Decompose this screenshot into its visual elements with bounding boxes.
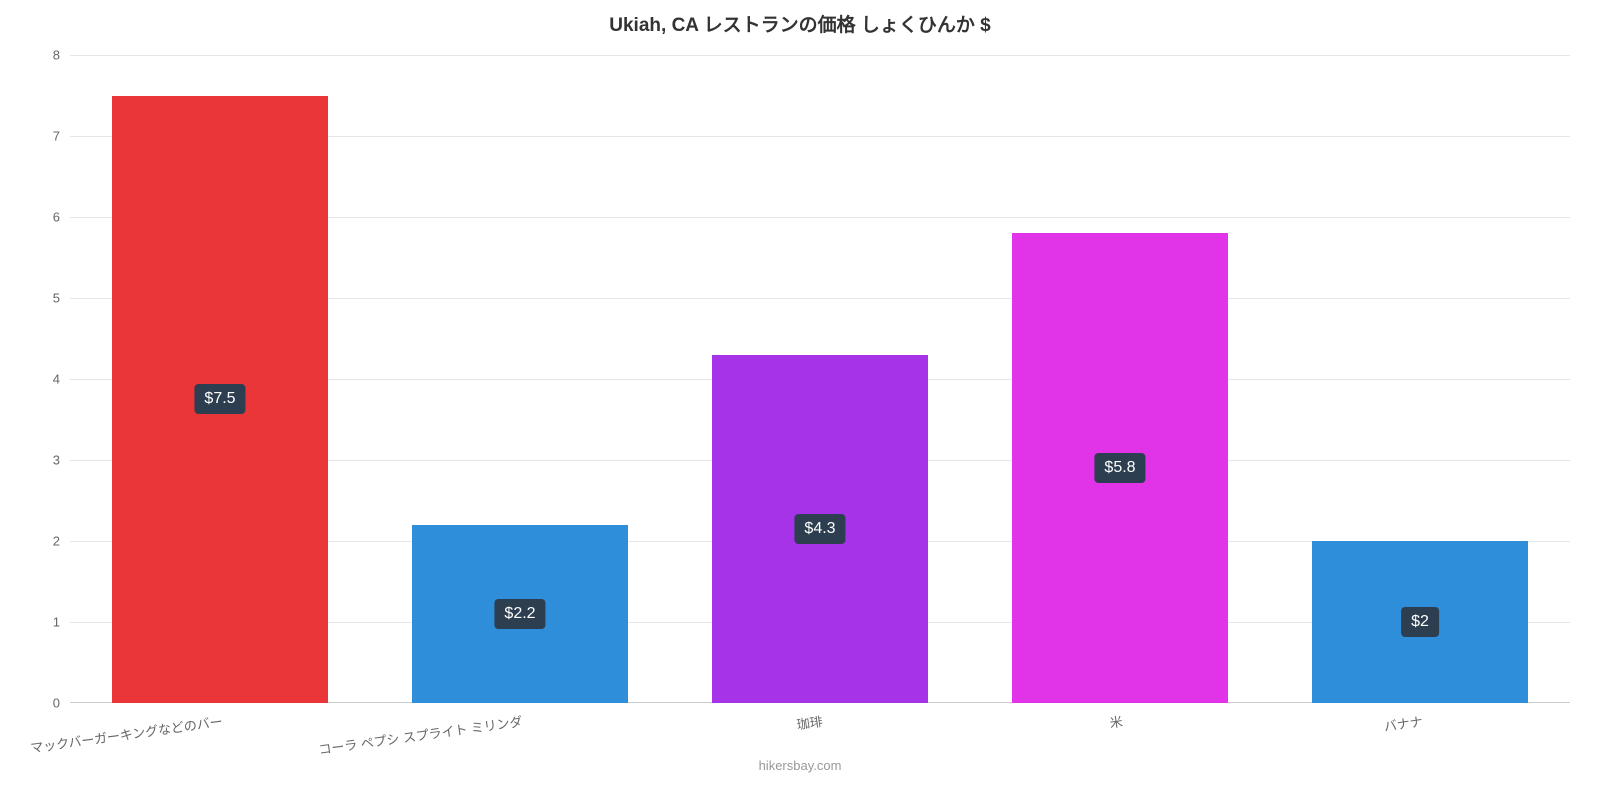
y-tick-label: 4 [53, 372, 70, 387]
plot-area: 012345678$7.5マックバーガーキングなどのバー$2.2コーラ ペプシ … [70, 55, 1570, 703]
bar: $2.2 [412, 525, 628, 703]
x-tick-label: 米 [1107, 703, 1124, 732]
bar: $5.8 [1012, 233, 1228, 703]
bar-value-label: $4.3 [794, 514, 845, 544]
chart-container: Ukiah, CA レストランの価格 しょくひんか $ 012345678$7.… [0, 0, 1600, 800]
x-tick-label: 珈琲 [794, 703, 824, 733]
bar-value-label: $7.5 [194, 384, 245, 414]
attribution-text: hikersbay.com [759, 758, 842, 773]
y-tick-label: 3 [53, 453, 70, 468]
bar-value-label: $5.8 [1094, 453, 1145, 483]
y-tick-label: 5 [53, 291, 70, 306]
x-tick-label: コーラ ペプシ スプライト ミリンダ [316, 703, 524, 758]
y-tick-label: 7 [53, 129, 70, 144]
gridline [70, 55, 1570, 56]
x-tick-label: バナナ [1381, 703, 1423, 735]
y-tick-label: 8 [53, 48, 70, 63]
bar: $2 [1312, 541, 1528, 703]
bar-value-label: $2.2 [494, 599, 545, 629]
y-tick-label: 0 [53, 696, 70, 711]
chart-title: Ukiah, CA レストランの価格 しょくひんか $ [0, 0, 1600, 37]
y-tick-label: 2 [53, 534, 70, 549]
x-tick-label: マックバーガーキングなどのバー [28, 703, 224, 757]
bar: $4.3 [712, 355, 928, 703]
bar: $7.5 [112, 96, 328, 704]
bar-value-label: $2 [1401, 607, 1439, 637]
y-tick-label: 6 [53, 210, 70, 225]
y-tick-label: 1 [53, 615, 70, 630]
